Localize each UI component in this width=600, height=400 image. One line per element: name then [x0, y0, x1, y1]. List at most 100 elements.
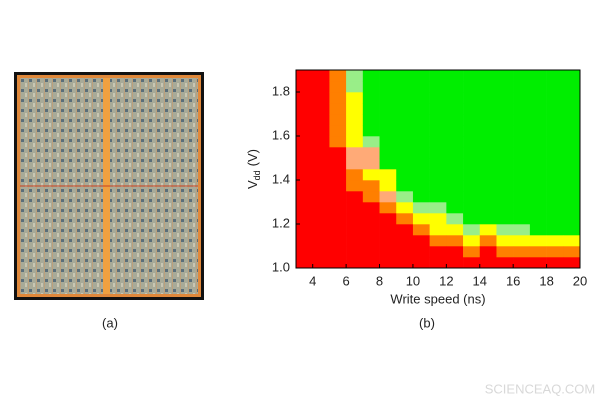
- heatmap-cell: [479, 213, 497, 225]
- heatmap-cell: [429, 147, 447, 159]
- heatmap-cell: [429, 70, 447, 82]
- heatmap-cell: [529, 147, 547, 159]
- heatmap-cell: [396, 224, 414, 236]
- heatmap-cell: [479, 81, 497, 93]
- heatmap-cell: [429, 92, 447, 104]
- heatmap-cell: [546, 246, 564, 258]
- heatmap-cell: [396, 158, 414, 170]
- heatmap-cell: [296, 180, 314, 192]
- heatmap-cell: [329, 224, 347, 236]
- y-tick-label: 1.8: [272, 83, 290, 98]
- heatmap-cell: [529, 235, 547, 247]
- heatmap-cell: [312, 114, 330, 126]
- heatmap-cell: [513, 246, 531, 258]
- heatmap-cell: [463, 246, 481, 258]
- heatmap-cell: [346, 70, 364, 82]
- heatmap-cell: [412, 213, 430, 225]
- heatmap-cell: [446, 257, 464, 269]
- heatmap-cell: [496, 158, 514, 170]
- heatmap-cell: [329, 103, 347, 115]
- heatmap-cell: [396, 202, 414, 214]
- heatmap-cell: [513, 136, 531, 148]
- heatmap-cell: [329, 70, 347, 82]
- heatmap-cell: [379, 224, 397, 236]
- heatmap-cell: [362, 213, 380, 225]
- heatmap-cell: [312, 235, 330, 247]
- heatmap-cell: [563, 125, 581, 137]
- heatmap-cell: [446, 202, 464, 214]
- heatmap-cell: [329, 180, 347, 192]
- heatmap-cell: [329, 125, 347, 137]
- heatmap-cell: [429, 158, 447, 170]
- heatmap-cell: [546, 158, 564, 170]
- heatmap-cell: [312, 81, 330, 93]
- x-tick-label: 12: [439, 273, 453, 288]
- heatmap-cell: [412, 158, 430, 170]
- heatmap-cell: [563, 246, 581, 258]
- heatmap-cell: [362, 136, 380, 148]
- heatmap-cell: [312, 158, 330, 170]
- heatmap-cell: [463, 70, 481, 82]
- panel-label: (a): [102, 315, 118, 330]
- heatmap-cell: [496, 257, 514, 269]
- heatmap-cell: [396, 257, 414, 269]
- heatmap-cell: [563, 70, 581, 82]
- heatmap-cell: [529, 103, 547, 115]
- heatmap-cell: [546, 235, 564, 247]
- heatmap-cell: [379, 158, 397, 170]
- heatmap-cell: [496, 114, 514, 126]
- heatmap-cell: [346, 235, 364, 247]
- heatmap-cell: [362, 169, 380, 181]
- heatmap-cell: [312, 125, 330, 137]
- heatmap-cell: [362, 180, 380, 192]
- heatmap-cell: [546, 114, 564, 126]
- heatmap-cell: [312, 202, 330, 214]
- heatmap-cell: [296, 136, 314, 148]
- heatmap-cell: [362, 81, 380, 93]
- heatmap-cell: [513, 224, 531, 236]
- heatmap-cell: [379, 213, 397, 225]
- heatmap-cell: [362, 191, 380, 203]
- heatmap-cell: [312, 103, 330, 115]
- heatmap-cell: [346, 147, 364, 159]
- heatmap-cell: [346, 257, 364, 269]
- heatmap-cell: [479, 224, 497, 236]
- heatmap-cell: [346, 180, 364, 192]
- heatmap-cell: [296, 114, 314, 126]
- heatmap-cell: [529, 81, 547, 93]
- x-tick-label: 18: [539, 273, 553, 288]
- heatmap-cell: [412, 202, 430, 214]
- heatmap-cell: [446, 235, 464, 247]
- heatmap-cell: [463, 136, 481, 148]
- x-tick-label: 10: [406, 273, 420, 288]
- heatmap-cell: [429, 224, 447, 236]
- heatmap-cell: [296, 213, 314, 225]
- heatmap-cell: [446, 147, 464, 159]
- heatmap-cell: [329, 191, 347, 203]
- heatmap-cell: [329, 213, 347, 225]
- heatmap-cell: [312, 136, 330, 148]
- y-tick-label: 1.0: [272, 259, 290, 274]
- heatmap-cell: [312, 180, 330, 192]
- heatmap-cell: [479, 114, 497, 126]
- heatmap-cell: [412, 114, 430, 126]
- heatmap-cell: [379, 114, 397, 126]
- x-tick-label: 4: [309, 273, 316, 288]
- heatmap-cell: [296, 147, 314, 159]
- heatmap-cell: [312, 257, 330, 269]
- x-tick-label: 6: [343, 273, 350, 288]
- heatmap-cell: [446, 136, 464, 148]
- heatmap-cell: [563, 257, 581, 269]
- y-axis-label: Vdd (V): [245, 149, 262, 189]
- heatmap-cell: [429, 136, 447, 148]
- heatmap-cell: [362, 114, 380, 126]
- heatmap-cell: [546, 169, 564, 181]
- heatmap-cell: [429, 246, 447, 258]
- heatmap-cell: [513, 202, 531, 214]
- heatmap-cell: [496, 125, 514, 137]
- heatmap-cell: [446, 70, 464, 82]
- heatmap-cell: [346, 125, 364, 137]
- heatmap-cell: [396, 70, 414, 82]
- heatmap-cell: [429, 191, 447, 203]
